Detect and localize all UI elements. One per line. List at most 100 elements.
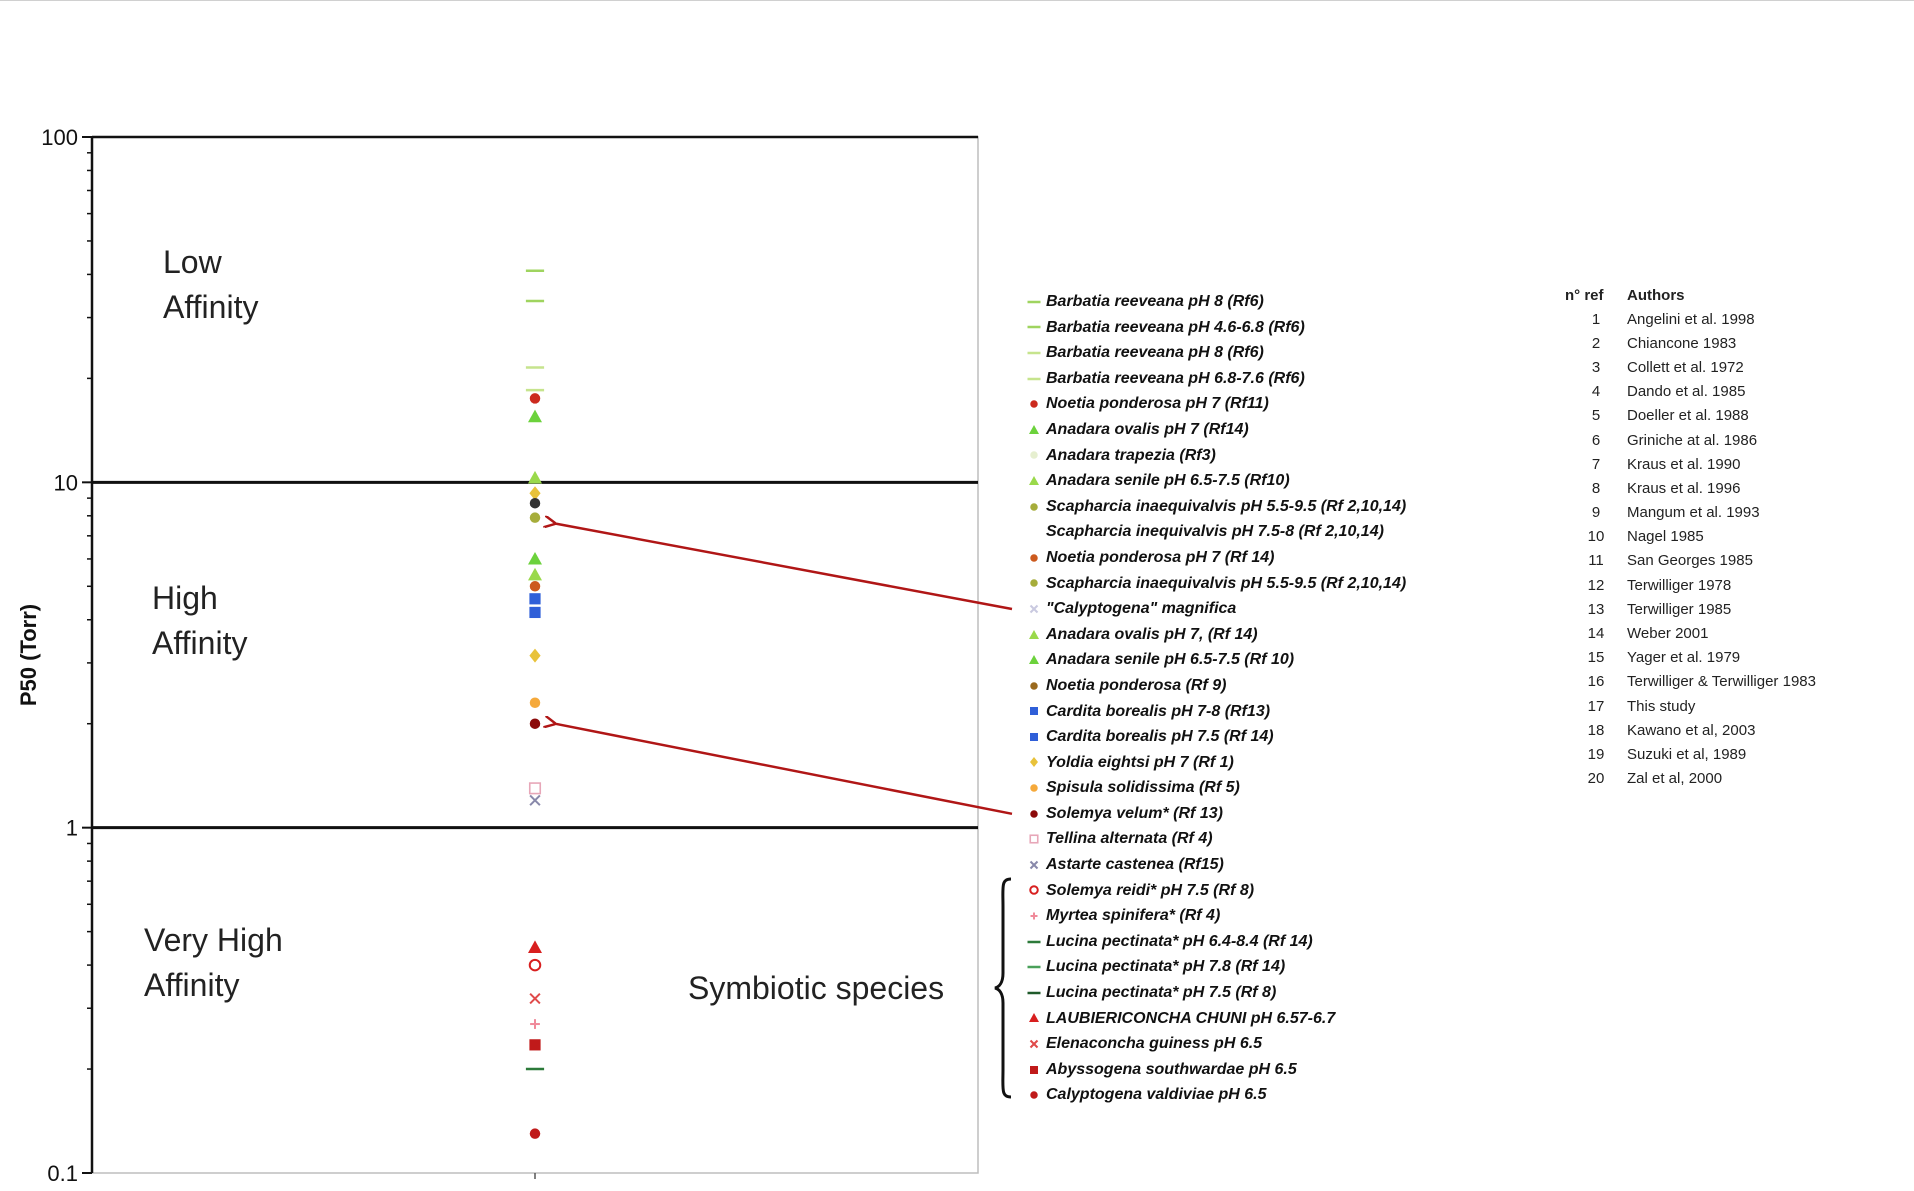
data-point (529, 697, 541, 708)
legend-label: Astarte castenea (Rf15) (1046, 856, 1224, 874)
ref-author: Terwilliger 1978 (1627, 576, 1732, 594)
ref-number: 14 (1587, 625, 1605, 643)
reference-row: 15 Yager et al. 1979 (1565, 646, 1816, 670)
legend-label: Barbatia reeveana pH 8 (Rf6) (1046, 344, 1264, 362)
legend-marker (1022, 908, 1046, 924)
legend-marker-shape (1029, 475, 1039, 485)
region-label-line2: Affinity (163, 289, 258, 325)
reference-row: 4 Dando et al. 1985 (1565, 380, 1816, 404)
legend-item: Anadara senile pH 6.5-7.5 (Rf10) (1022, 468, 1406, 494)
data-point (529, 606, 541, 619)
reference-row: 6 Griniche at al. 1986 (1565, 428, 1816, 452)
legend-item: Tellina alternata (Rf 4) (1022, 826, 1406, 852)
legend-label: Anadara ovalis pH 7 (Rf14) (1046, 420, 1249, 438)
legend-label: Abyssogena southwardae pH 6.5 (1046, 1060, 1297, 1078)
legend-label: LAUBIERICONCHA CHUNI pH 6.57-6.7 (1046, 1009, 1336, 1027)
legend-item: "Calyptogena" magnifica (1022, 596, 1406, 622)
legend-item: Anadara senile pH 6.5-7.5 (Rf 10) (1022, 647, 1406, 673)
data-point (528, 409, 542, 423)
ref-author: Suzuki et al, 1989 (1627, 745, 1747, 763)
region-label-line2: Affinity (152, 625, 247, 661)
region-label-line1: Low (163, 244, 223, 280)
data-point (529, 1039, 541, 1051)
legend-item: Scapharcia inaequivalvis pH 5.5-9.5 (Rf … (1022, 571, 1406, 597)
legend-marker (1022, 422, 1046, 438)
legend-marker (1022, 959, 1046, 975)
legend-label: Cardita borealis pH 7-8 (Rf13) (1046, 702, 1271, 720)
reference-row: 12 Terwilliger 1978 (1565, 573, 1816, 597)
legend-marker (1022, 985, 1046, 1001)
y-tick-label: 10 (54, 470, 78, 495)
legend-marker-shape (1030, 732, 1038, 741)
ref-number: 19 (1587, 745, 1605, 763)
ref-author: Chiancone 1983 (1627, 334, 1737, 352)
ref-number: 18 (1587, 721, 1605, 739)
reference-row: 20 Zal et al, 2000 (1565, 767, 1816, 791)
symbiotic-brace (994, 877, 1012, 1099)
legend-label: Barbatia reeveana pH 4.6-6.8 (Rf6) (1046, 318, 1305, 336)
ref-number: 16 (1587, 673, 1605, 691)
legend-marker (1022, 831, 1046, 847)
legend-item: Elenaconcha guiness pH 6.5 (1022, 1031, 1406, 1057)
legend-marker (1022, 473, 1046, 489)
legend-label: Tellina alternata (Rf 4) (1046, 830, 1213, 848)
legend-item: Barbatia reeveana pH 4.6-6.8 (Rf6) (1022, 315, 1406, 341)
ref-author: Dando et al. 1985 (1627, 383, 1746, 401)
legend-label: Scapharcia inaequivalvis pH 5.5-9.5 (Rf … (1046, 497, 1407, 515)
legend-marker (1022, 1010, 1046, 1026)
ref-number: 2 (1591, 334, 1601, 352)
ref-author: San Georges 1985 (1627, 552, 1753, 570)
data-points (525, 269, 545, 1139)
ref-number: 15 (1587, 649, 1605, 667)
legend-marker-shape (1029, 1013, 1039, 1023)
data-point (529, 486, 541, 501)
legend-label: Lucina pectinata* pH 7.8 (Rf 14) (1046, 958, 1286, 976)
data-point (528, 567, 542, 581)
legend-item: Solemya reidi* pH 7.5 (Rf 8) (1022, 878, 1406, 904)
reference-row: 2 Chiancone 1983 (1565, 331, 1816, 355)
legend-label: "Calyptogena" magnifica (1046, 600, 1237, 618)
reference-table: n° ref Authors 1 Angelini et al. 1998 2 Chi… (1565, 283, 1816, 791)
legend-item: Yoldia eightsi pH 7 (Rf 1) (1022, 750, 1406, 776)
region-label-line1: Very High (144, 922, 283, 958)
legend-label: Scapharcia inaequivalvis pH 5.5-9.5 (Rf … (1046, 574, 1407, 592)
legend-label: Barbatia reeveana pH 6.8-7.6 (Rf6) (1046, 369, 1305, 387)
legend-label: Lucina pectinata* pH 7.5 (Rf 8) (1046, 984, 1277, 1002)
legend-marker (1022, 754, 1046, 770)
legend-marker (1022, 1062, 1046, 1078)
legend-label: Spisula solidissima (Rf 5) (1046, 779, 1240, 797)
ref-author: Collett et al. 1972 (1627, 358, 1744, 376)
reference-row: 10 Nagel 1985 (1565, 525, 1816, 549)
legend-marker-shape (1030, 681, 1038, 690)
data-point (529, 794, 541, 806)
data-point (528, 782, 542, 795)
axes: 100 10 1 0.1 (41, 125, 979, 1186)
authors-header: Authors (1627, 286, 1685, 304)
legend-item: Spisula solidissima (Rf 5) (1022, 775, 1406, 801)
legend: Barbatia reeveana pH 8 (Rf6) Barbatia ree… (1022, 289, 1406, 1108)
data-point (528, 958, 542, 972)
data-point (529, 992, 541, 1005)
legend-marker (1022, 806, 1046, 822)
legend-item: LAUBIERICONCHA CHUNI pH 6.57-6.7 (1022, 1006, 1406, 1032)
legend-item: Barbatia reeveana pH 8 (Rf6) (1022, 340, 1406, 366)
legend-marker-shape (1030, 784, 1038, 792)
legend-marker-shape (1029, 885, 1039, 896)
ref-author: Angelini et al. 1998 (1627, 310, 1755, 328)
reference-row: 8 Kraus et al. 1996 (1565, 476, 1816, 500)
legend-label: Lucina pectinata* pH 6.4-8.4 (Rf 14) (1046, 932, 1313, 950)
ref-number: 5 (1591, 407, 1601, 425)
legend-marker-shape (1030, 912, 1038, 920)
region-label-line2: Affinity (144, 967, 239, 1003)
legend-marker (1022, 678, 1046, 694)
legend-item: Noetia ponderosa (Rf 9) (1022, 673, 1406, 699)
legend-label: Anadara trapezia (Rf3) (1046, 446, 1216, 464)
ref-number: 7 (1591, 455, 1601, 473)
ref-author: Nagel 1985 (1627, 528, 1704, 546)
reference-table-header: n° ref Authors (1565, 283, 1816, 307)
ref-author: Griniche at al. 1986 (1627, 431, 1758, 449)
legend-marker-shape (1030, 502, 1038, 511)
legend-marker (1022, 703, 1046, 719)
ref-number: 17 (1587, 697, 1605, 715)
ref-number: 20 (1587, 770, 1605, 788)
